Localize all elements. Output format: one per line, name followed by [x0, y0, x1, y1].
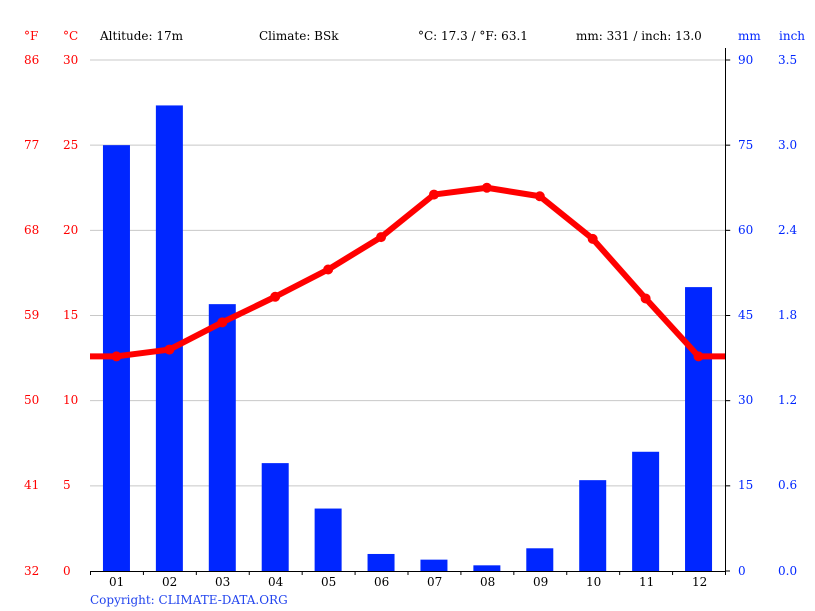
month-label: 11	[639, 575, 655, 589]
tick-inch: 0.0	[778, 564, 798, 578]
tick-mm: 30	[738, 393, 754, 407]
tick-inch: 1.8	[778, 308, 798, 322]
temperature-summary: °C: 17.3 / °F: 63.1	[418, 29, 528, 43]
temperature-point	[323, 264, 334, 275]
tick-mm: 15	[738, 478, 754, 492]
tick-c: 30	[63, 53, 79, 67]
precipitation-bar	[420, 559, 448, 571]
tick-inch: 1.2	[778, 393, 798, 407]
tick-inch: 3.5	[778, 53, 798, 67]
month-label: 07	[427, 575, 443, 589]
temperature-point	[693, 351, 704, 362]
temperature-point	[481, 182, 492, 193]
tick-c: 5	[63, 478, 71, 492]
month-label: 03	[215, 575, 231, 589]
tick-c: 20	[63, 223, 79, 237]
precipitation-bar	[367, 553, 395, 571]
month-label: 09	[533, 575, 549, 589]
tick-inch: 0.6	[778, 478, 798, 492]
tick-mm: 90	[738, 53, 754, 67]
temperature-line	[90, 182, 725, 362]
temperature-polyline	[90, 184, 725, 360]
climate-label: Climate: BSk	[259, 29, 339, 43]
tick-c: 25	[63, 138, 79, 152]
temperature-point	[428, 189, 439, 200]
unit-fahrenheit-label: °F	[24, 29, 39, 43]
temperature-point	[376, 232, 387, 243]
tick-c: 15	[63, 308, 79, 322]
tick-mm: 75	[738, 138, 754, 152]
tick-f: 32	[24, 564, 40, 578]
precipitation-bar	[526, 548, 554, 571]
temperature-point	[534, 191, 545, 202]
precipitation-bar	[579, 480, 607, 571]
tick-f: 50	[24, 393, 40, 407]
altitude-label: Altitude: 17m	[100, 29, 184, 43]
precipitation-bars	[102, 105, 713, 571]
precipitation-bar	[208, 304, 236, 571]
tick-c: 10	[63, 393, 79, 407]
month-label: 06	[374, 575, 390, 589]
precipitation-bar	[261, 463, 289, 571]
unit-celsius-label: °C	[63, 29, 79, 43]
month-label: 01	[109, 575, 125, 589]
tick-f: 59	[24, 308, 40, 322]
tick-mm: 60	[738, 223, 754, 237]
month-label: 08	[480, 575, 496, 589]
precipitation-bar	[473, 565, 501, 571]
tick-c: 0	[63, 564, 71, 578]
tick-f: 77	[24, 138, 40, 152]
temperature-point	[111, 351, 122, 362]
precipitation-bar	[155, 105, 183, 571]
unit-inch-label: inch	[779, 29, 806, 43]
unit-mm-label: mm	[738, 29, 761, 43]
precipitation-bar	[314, 508, 342, 571]
tick-mm: 0	[738, 564, 746, 578]
tick-f: 41	[24, 478, 40, 492]
tick-inch: 3.0	[778, 138, 798, 152]
temperature-point	[164, 344, 175, 355]
precipitation-summary: mm: 331 / inch: 13.0	[576, 29, 702, 43]
tick-mm: 45	[738, 308, 754, 322]
gridlines	[90, 59, 731, 487]
temperature-point	[270, 291, 281, 302]
month-label: 04	[268, 575, 284, 589]
temperature-point	[217, 317, 228, 328]
month-label: 05	[321, 575, 337, 589]
temperature-point	[640, 293, 651, 304]
temperature-point	[587, 233, 598, 244]
precipitation-bar	[632, 451, 660, 571]
tick-f: 68	[24, 223, 40, 237]
month-label: 12	[692, 575, 708, 589]
month-label: 10	[586, 575, 602, 589]
tick-inch: 2.4	[778, 223, 798, 237]
chart-axes	[90, 48, 730, 575]
month-label: 02	[162, 575, 178, 589]
tick-f: 86	[24, 53, 40, 67]
precipitation-bar	[685, 287, 713, 571]
copyright-link[interactable]: Copyright: CLIMATE-DATA.ORG	[90, 593, 288, 607]
